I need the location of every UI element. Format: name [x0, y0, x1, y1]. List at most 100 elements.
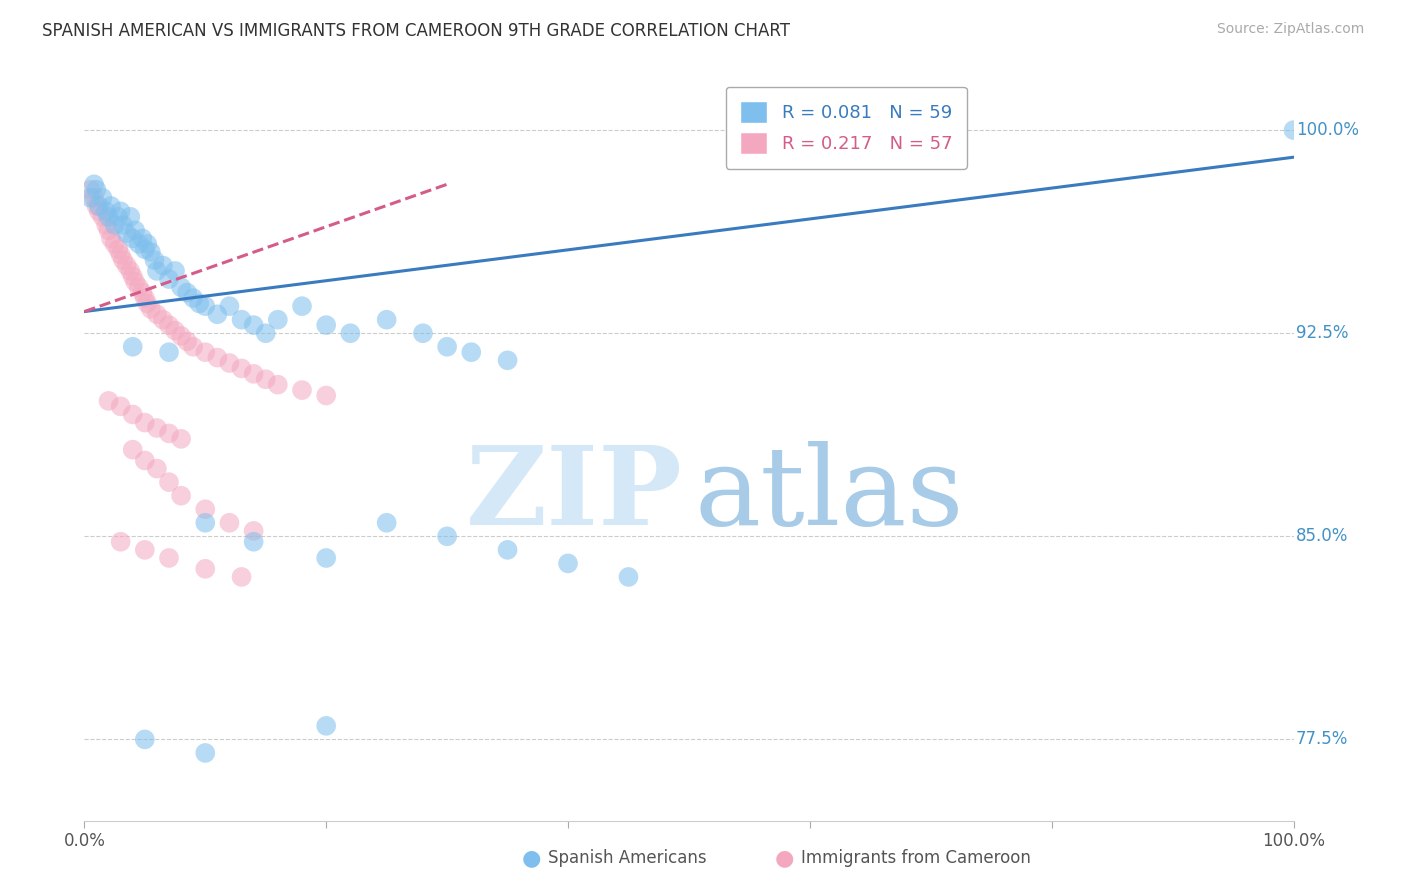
Point	[194, 746, 217, 760]
Point	[97, 210, 120, 224]
Point	[157, 426, 180, 441]
Point	[165, 324, 187, 338]
Point	[110, 248, 132, 262]
Point	[79, 191, 101, 205]
Point	[124, 275, 146, 289]
Point	[91, 210, 114, 224]
Point	[143, 253, 166, 268]
Point	[254, 326, 277, 341]
Point	[124, 223, 146, 237]
Point	[157, 345, 180, 359]
Point	[139, 301, 162, 316]
Point	[152, 312, 174, 326]
Point	[134, 291, 156, 305]
Point	[339, 326, 361, 341]
Point	[136, 236, 159, 251]
Point	[170, 329, 193, 343]
Point	[120, 210, 142, 224]
Text: ●: ●	[775, 848, 794, 868]
Point	[112, 218, 135, 232]
Text: Immigrants from Cameroon: Immigrants from Cameroon	[801, 849, 1031, 867]
Text: ●: ●	[522, 848, 541, 868]
Point	[496, 353, 519, 368]
Point	[218, 299, 240, 313]
Point	[231, 570, 253, 584]
Point	[207, 351, 229, 365]
Point	[617, 570, 640, 584]
Point	[91, 191, 114, 205]
Point	[94, 218, 117, 232]
Point	[181, 291, 204, 305]
Point	[207, 307, 229, 321]
Point	[131, 285, 153, 300]
Point	[157, 551, 180, 566]
Point	[315, 388, 337, 402]
Point	[121, 231, 143, 245]
Point	[188, 296, 211, 310]
Point	[170, 432, 193, 446]
Text: SPANISH AMERICAN VS IMMIGRANTS FROM CAMEROON 9TH GRADE CORRELATION CHART: SPANISH AMERICAN VS IMMIGRANTS FROM CAME…	[42, 22, 790, 40]
Point	[157, 318, 180, 332]
Point	[104, 218, 127, 232]
Point	[460, 345, 482, 359]
Point	[128, 280, 150, 294]
Point	[134, 242, 156, 256]
Text: 92.5%: 92.5%	[1296, 324, 1348, 343]
Point	[94, 204, 117, 219]
Point	[375, 516, 398, 530]
Point	[100, 231, 122, 245]
Point	[165, 264, 187, 278]
Point	[146, 421, 169, 435]
Point	[157, 272, 180, 286]
Point	[412, 326, 434, 341]
Point	[181, 340, 204, 354]
Point	[110, 534, 132, 549]
Point	[134, 542, 156, 557]
Point	[231, 361, 253, 376]
Point	[315, 719, 337, 733]
Point	[86, 183, 108, 197]
Point	[79, 183, 101, 197]
Point	[107, 242, 129, 256]
Point	[139, 244, 162, 259]
Point	[134, 732, 156, 747]
Text: atlas: atlas	[695, 442, 965, 548]
Point	[1282, 123, 1305, 137]
Point	[242, 318, 264, 332]
Point	[218, 356, 240, 370]
Point	[170, 280, 193, 294]
Point	[242, 367, 264, 381]
Text: ZIP: ZIP	[467, 442, 683, 548]
Point	[110, 400, 132, 414]
Point	[291, 299, 314, 313]
Point	[131, 231, 153, 245]
Point	[194, 345, 217, 359]
Point	[436, 529, 458, 543]
Point	[146, 264, 169, 278]
Point	[121, 408, 143, 422]
Point	[170, 489, 193, 503]
Point	[121, 442, 143, 457]
Point	[146, 461, 169, 475]
Point	[194, 516, 217, 530]
Point	[436, 340, 458, 354]
Point	[267, 377, 290, 392]
Point	[496, 542, 519, 557]
Point	[176, 285, 198, 300]
Point	[136, 296, 159, 310]
Point	[112, 253, 135, 268]
Text: 100.0%: 100.0%	[1296, 121, 1360, 139]
Point	[83, 191, 105, 205]
Legend: R = 0.081   N = 59, R = 0.217   N = 57: R = 0.081 N = 59, R = 0.217 N = 57	[725, 87, 967, 169]
Point	[134, 416, 156, 430]
Point	[87, 199, 110, 213]
Text: Source: ZipAtlas.com: Source: ZipAtlas.com	[1216, 22, 1364, 37]
Text: 77.5%: 77.5%	[1296, 731, 1348, 748]
Text: 85.0%: 85.0%	[1296, 527, 1348, 545]
Point	[176, 334, 198, 349]
Point	[121, 269, 143, 284]
Point	[146, 307, 169, 321]
Point	[110, 204, 132, 219]
Point	[267, 312, 290, 326]
Point	[107, 210, 129, 224]
